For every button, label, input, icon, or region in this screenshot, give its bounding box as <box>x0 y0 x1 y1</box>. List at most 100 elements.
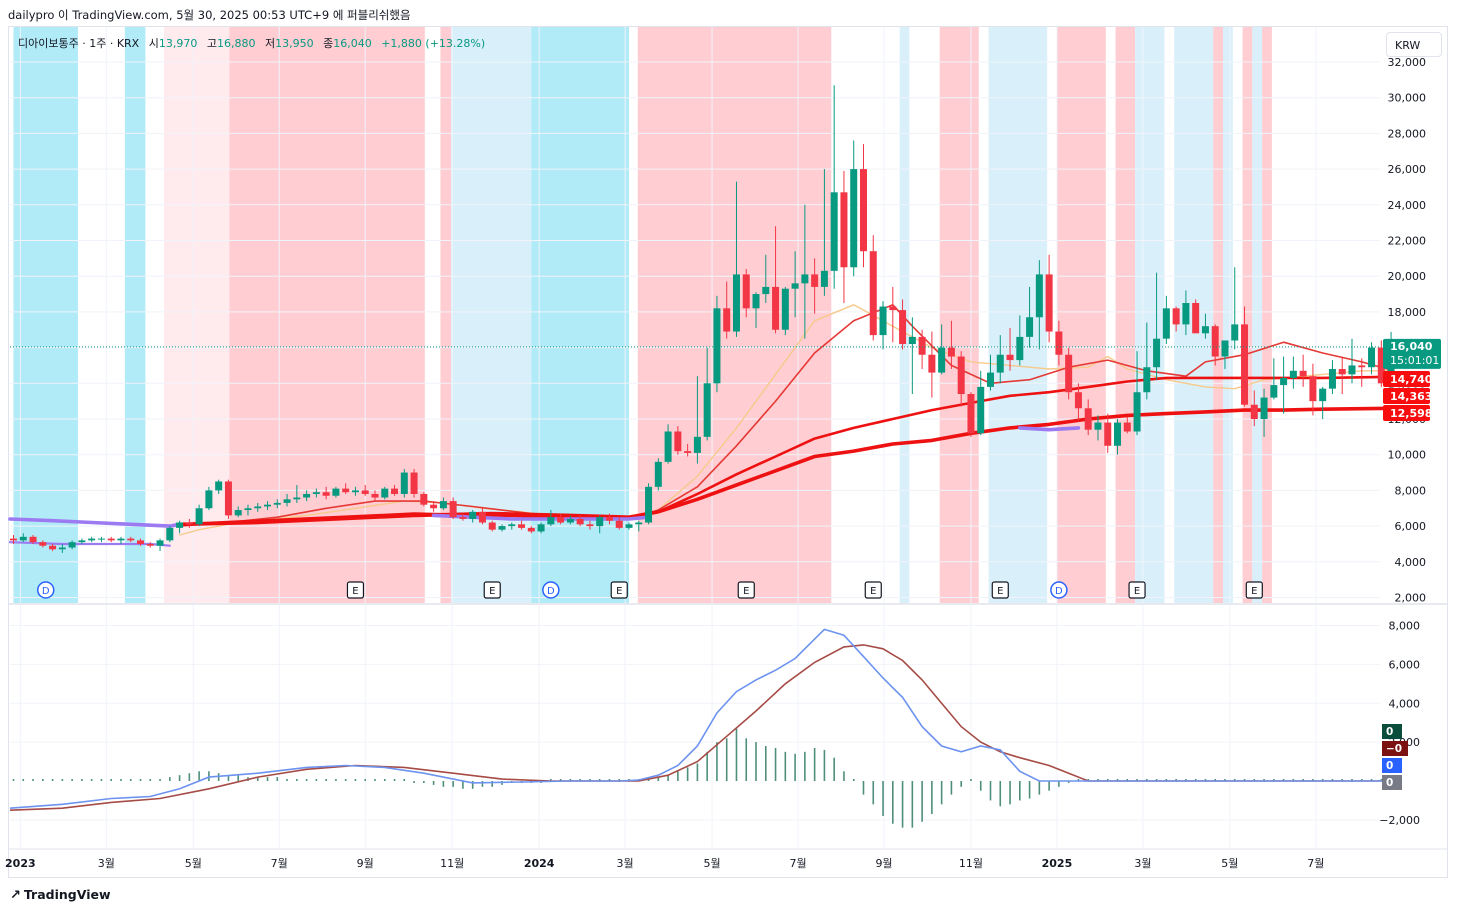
earnings-marker-label: E <box>489 586 495 597</box>
candle-body <box>1348 365 1356 375</box>
candle <box>10 535 17 544</box>
candle-body <box>1319 388 1327 402</box>
close-label: 종 <box>323 37 334 50</box>
tradingview-logo[interactable]: ↗ TradingView <box>10 887 111 903</box>
candle-body <box>478 511 486 523</box>
open-value: 13,970 <box>158 37 198 50</box>
background-band <box>531 27 630 603</box>
candle <box>19 533 27 543</box>
ma-value-badge-bg <box>1383 371 1430 387</box>
candle-body <box>977 386 985 434</box>
candle <box>29 535 37 544</box>
candle-body <box>351 490 359 493</box>
candle-body <box>723 308 731 332</box>
candle <box>518 520 526 530</box>
candle-body <box>859 169 867 252</box>
ma-value-badge-text: 14,363 <box>1390 390 1432 403</box>
candle <box>879 301 887 350</box>
earnings-marker[interactable]: E <box>346 581 365 599</box>
earnings-marker-shape <box>1245 581 1263 599</box>
candle <box>889 286 897 343</box>
candle <box>176 520 184 534</box>
earnings-marker[interactable]: E <box>737 581 755 599</box>
candle <box>283 493 291 507</box>
candle <box>1260 388 1268 437</box>
candle <box>742 269 750 318</box>
candle <box>1074 383 1082 421</box>
candle-body <box>869 251 877 336</box>
candle-body <box>1065 354 1073 393</box>
earnings-marker[interactable]: E <box>1245 581 1263 599</box>
candle <box>400 468 408 498</box>
candle-body <box>29 536 37 543</box>
candle-body <box>508 524 516 527</box>
dividend-marker[interactable]: D <box>1050 581 1068 599</box>
candle-body <box>215 481 223 491</box>
symbol-name[interactable]: 디아이보통주 · 1주 · KRX <box>18 37 140 50</box>
earnings-marker[interactable]: E <box>610 581 628 599</box>
candle <box>1045 254 1053 343</box>
dividend-marker[interactable]: D <box>36 581 55 599</box>
macd-signal-line <box>9 644 1392 811</box>
time-tick-label: 2024 <box>524 857 555 870</box>
macd-badge-bg <box>1382 724 1402 739</box>
candle-body <box>850 169 858 268</box>
candle-body <box>381 488 389 498</box>
candle-body <box>1035 274 1043 318</box>
candle <box>39 540 47 548</box>
candle-body <box>1201 326 1209 334</box>
dividend-marker-label: D <box>42 586 50 597</box>
high-value: 16,880 <box>216 37 256 50</box>
candle <box>293 485 301 503</box>
price-tick-label: 4,000 <box>1395 556 1427 569</box>
candle <box>107 536 115 543</box>
candle-body <box>1280 377 1288 386</box>
candle-body <box>996 354 1004 373</box>
candle-body <box>664 431 672 462</box>
candle <box>78 538 86 544</box>
candle <box>420 492 428 507</box>
candle <box>781 286 789 336</box>
candle <box>342 483 350 494</box>
earnings-marker-shape <box>737 581 755 599</box>
currency-selector[interactable]: KRW <box>1386 32 1442 57</box>
earnings-marker[interactable]: E <box>1128 581 1146 599</box>
dividend-marker-shape <box>542 581 560 599</box>
background-band <box>1056 27 1106 603</box>
dividend-marker[interactable]: D <box>542 581 560 599</box>
moving-averages <box>8 304 1393 547</box>
earnings-marker[interactable]: E <box>991 581 1009 599</box>
candle-body <box>1172 308 1180 325</box>
candle <box>537 522 545 534</box>
candle <box>1153 272 1161 380</box>
candle <box>449 497 457 519</box>
candle-body <box>987 372 994 387</box>
time-tick-label: 7월 <box>789 857 806 870</box>
time-tick-label: 3월 <box>98 857 115 870</box>
candle-body <box>1289 370 1297 378</box>
candle-body <box>801 274 809 284</box>
macd-value-badge: −0 <box>1382 741 1408 756</box>
candle <box>752 292 760 328</box>
candle <box>303 490 311 502</box>
candle <box>68 540 76 550</box>
candle <box>830 85 838 289</box>
candle-body <box>566 518 574 523</box>
candle-body <box>1192 302 1200 334</box>
candle-body <box>1143 367 1151 393</box>
candles <box>10 85 1395 553</box>
moving-average-line <box>8 517 182 528</box>
candle <box>391 485 399 496</box>
candle <box>312 488 320 498</box>
candle-body <box>762 286 770 295</box>
time-tick-label: 7월 <box>271 857 288 870</box>
ma-value-badge-text: 12,598 <box>1390 407 1432 420</box>
candle-body <box>1094 422 1102 430</box>
candle <box>947 320 955 370</box>
candle-body <box>1250 404 1258 419</box>
earnings-marker[interactable]: E <box>864 581 882 599</box>
earnings-marker[interactable]: E <box>483 581 501 599</box>
